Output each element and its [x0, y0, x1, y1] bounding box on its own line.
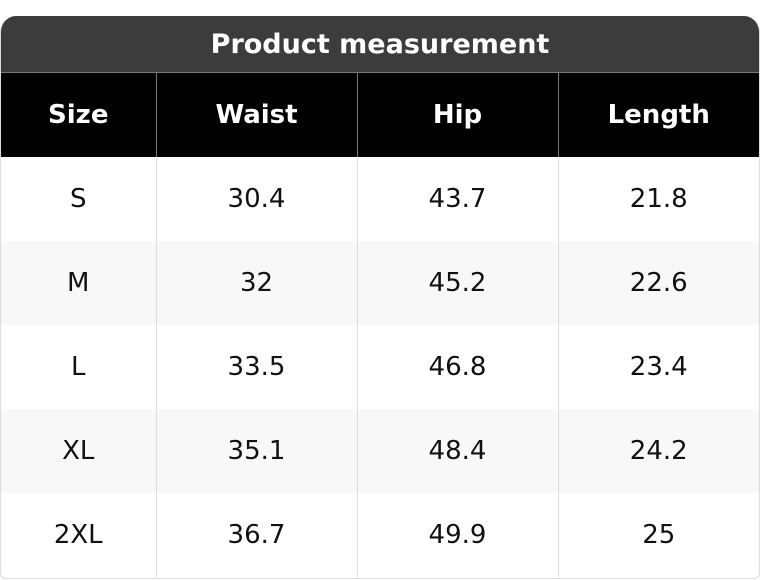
- column-header-length: Length: [557, 73, 759, 157]
- column-header-size: Size: [1, 73, 156, 157]
- cell-length: 24.2: [557, 409, 759, 493]
- cell-size: XL: [1, 409, 156, 493]
- cell-size: L: [71, 352, 86, 382]
- column-header-hip: Hip: [356, 73, 558, 157]
- cell-waist: 32: [155, 241, 357, 325]
- table-row: XL 35.1 48.4 24.2: [1, 409, 759, 493]
- cell-hip: 45.2: [356, 241, 558, 325]
- cell-hip: 49.9: [356, 493, 558, 577]
- cell-waist: 36.7: [155, 493, 357, 577]
- cell-hip: 48.4: [356, 409, 558, 493]
- cell-hip: 43.7: [356, 157, 558, 241]
- measurement-table: Size Waist Hip Length S 30.4 43.7 21.8 M 32 45…: [1, 73, 759, 577]
- cell-hip: 46.8: [356, 325, 558, 409]
- column-header-waist: Waist: [155, 73, 357, 157]
- cell-length: 21.8: [557, 157, 759, 241]
- header-row: Size Waist Hip Length: [1, 73, 759, 157]
- cell-length: 22.6: [557, 241, 759, 325]
- cell-waist: 33.5: [155, 325, 357, 409]
- cell-length: 23.4: [557, 325, 759, 409]
- cell-size: S: [69, 184, 87, 214]
- cell-length: 25: [557, 493, 759, 577]
- table-row: L 33.5 46.8 23.4: [1, 325, 759, 409]
- table-title: Product measurement: [1, 16, 759, 73]
- cell-waist: 30.4: [155, 157, 357, 241]
- measurement-table-card: Product measurement Size Waist Hip Lengt…: [0, 16, 760, 579]
- table-row: M 32 45.2 22.6: [1, 241, 759, 325]
- cell-waist: 35.1: [155, 409, 357, 493]
- cell-size: M: [1, 241, 156, 325]
- table-row: 2XL 36.7 49.9 25: [1, 493, 759, 577]
- table-row: S 30.4 43.7 21.8: [1, 157, 759, 241]
- cell-size: 2XL: [53, 520, 103, 550]
